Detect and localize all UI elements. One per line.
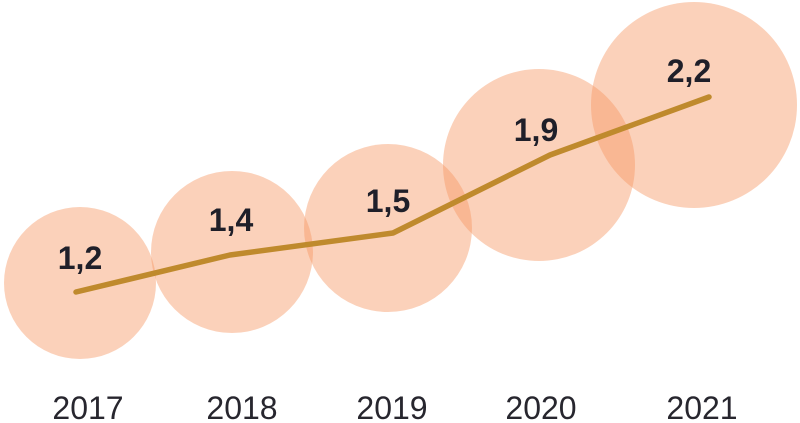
- trend-line: [73, 94, 712, 295]
- year-label-2018: 2018: [206, 390, 277, 423]
- value-label-2021: 2,2: [667, 53, 711, 89]
- year-label-2017: 2017: [52, 390, 123, 423]
- value-label-2020: 1,9: [514, 112, 558, 148]
- year-label-group: 2017 2018 2019 2020 2021: [52, 390, 737, 423]
- value-label-2019: 1,5: [366, 183, 410, 219]
- bubble-2020: [443, 69, 635, 261]
- value-label-2018: 1,4: [209, 202, 254, 238]
- value-label-group: 1,2 1,4 1,5 1,9 2,2: [58, 53, 711, 276]
- year-label-2020: 2020: [505, 390, 576, 423]
- bubble-2017: [4, 207, 156, 359]
- bubble-group: [4, 2, 797, 359]
- year-label-2019: 2019: [356, 390, 427, 423]
- year-label-2021: 2021: [666, 390, 737, 423]
- bubble-2019: [304, 144, 472, 312]
- value-label-2017: 1,2: [58, 240, 102, 276]
